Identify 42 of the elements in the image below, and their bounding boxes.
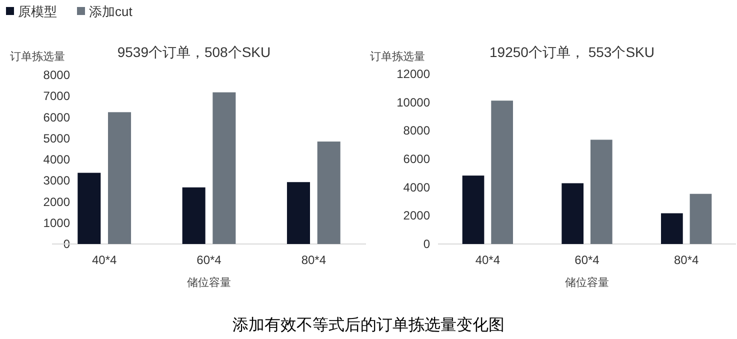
bar xyxy=(78,172,101,244)
y-axis-title: 订单拣选量 xyxy=(370,50,425,63)
y-tick-label: 10000 xyxy=(396,95,430,110)
x-tick-label: 40*4 xyxy=(92,253,117,267)
x-tick-label: 60*4 xyxy=(574,253,600,267)
y-tick-label: 1000 xyxy=(43,216,70,230)
bar xyxy=(590,140,612,244)
bar xyxy=(286,182,310,244)
legend-label: 原模型 xyxy=(18,4,57,19)
bar xyxy=(317,142,340,244)
y-tick-label: 12000 xyxy=(396,67,430,81)
x-tick-label: 40*4 xyxy=(475,253,500,267)
bar xyxy=(182,187,206,244)
bar xyxy=(661,213,683,244)
y-tick-label: 8000 xyxy=(43,68,70,82)
y-tick-label: 8000 xyxy=(403,124,430,138)
y-tick-label: 2000 xyxy=(403,208,430,223)
x-tick-label: 80*4 xyxy=(301,253,326,267)
chart-title: 9539个订单，508个SKU xyxy=(117,44,271,60)
y-tick-label: 7000 xyxy=(43,89,70,104)
y-axis-title: 订单拣选量 xyxy=(10,50,65,63)
x-axis-title: 储位容量 xyxy=(187,276,231,289)
chart-title: 19250个订单， 553个SKU xyxy=(490,44,654,60)
y-tick-label: 0 xyxy=(423,237,430,251)
bar xyxy=(690,194,712,244)
y-tick-label: 2000 xyxy=(43,194,70,209)
y-tick-label: 3000 xyxy=(43,174,70,188)
y-tick-label: 4000 xyxy=(43,152,70,166)
y-tick-label: 6000 xyxy=(43,110,70,124)
y-tick-label: 4000 xyxy=(403,180,430,194)
bar xyxy=(108,112,132,244)
bar xyxy=(562,183,584,244)
bar xyxy=(462,176,484,244)
bar xyxy=(491,100,513,244)
y-tick-label: 6000 xyxy=(403,152,430,166)
bar xyxy=(212,92,236,244)
x-tick-label: 80*4 xyxy=(674,253,699,267)
x-axis-title: 储位容量 xyxy=(565,276,609,289)
text: 添加有效不等式后的订单拣选量变化图 xyxy=(232,316,504,334)
x-tick-label: 60*4 xyxy=(196,253,222,267)
y-tick-label: 5000 xyxy=(43,131,70,146)
legend-label: 添加cut xyxy=(89,4,133,19)
